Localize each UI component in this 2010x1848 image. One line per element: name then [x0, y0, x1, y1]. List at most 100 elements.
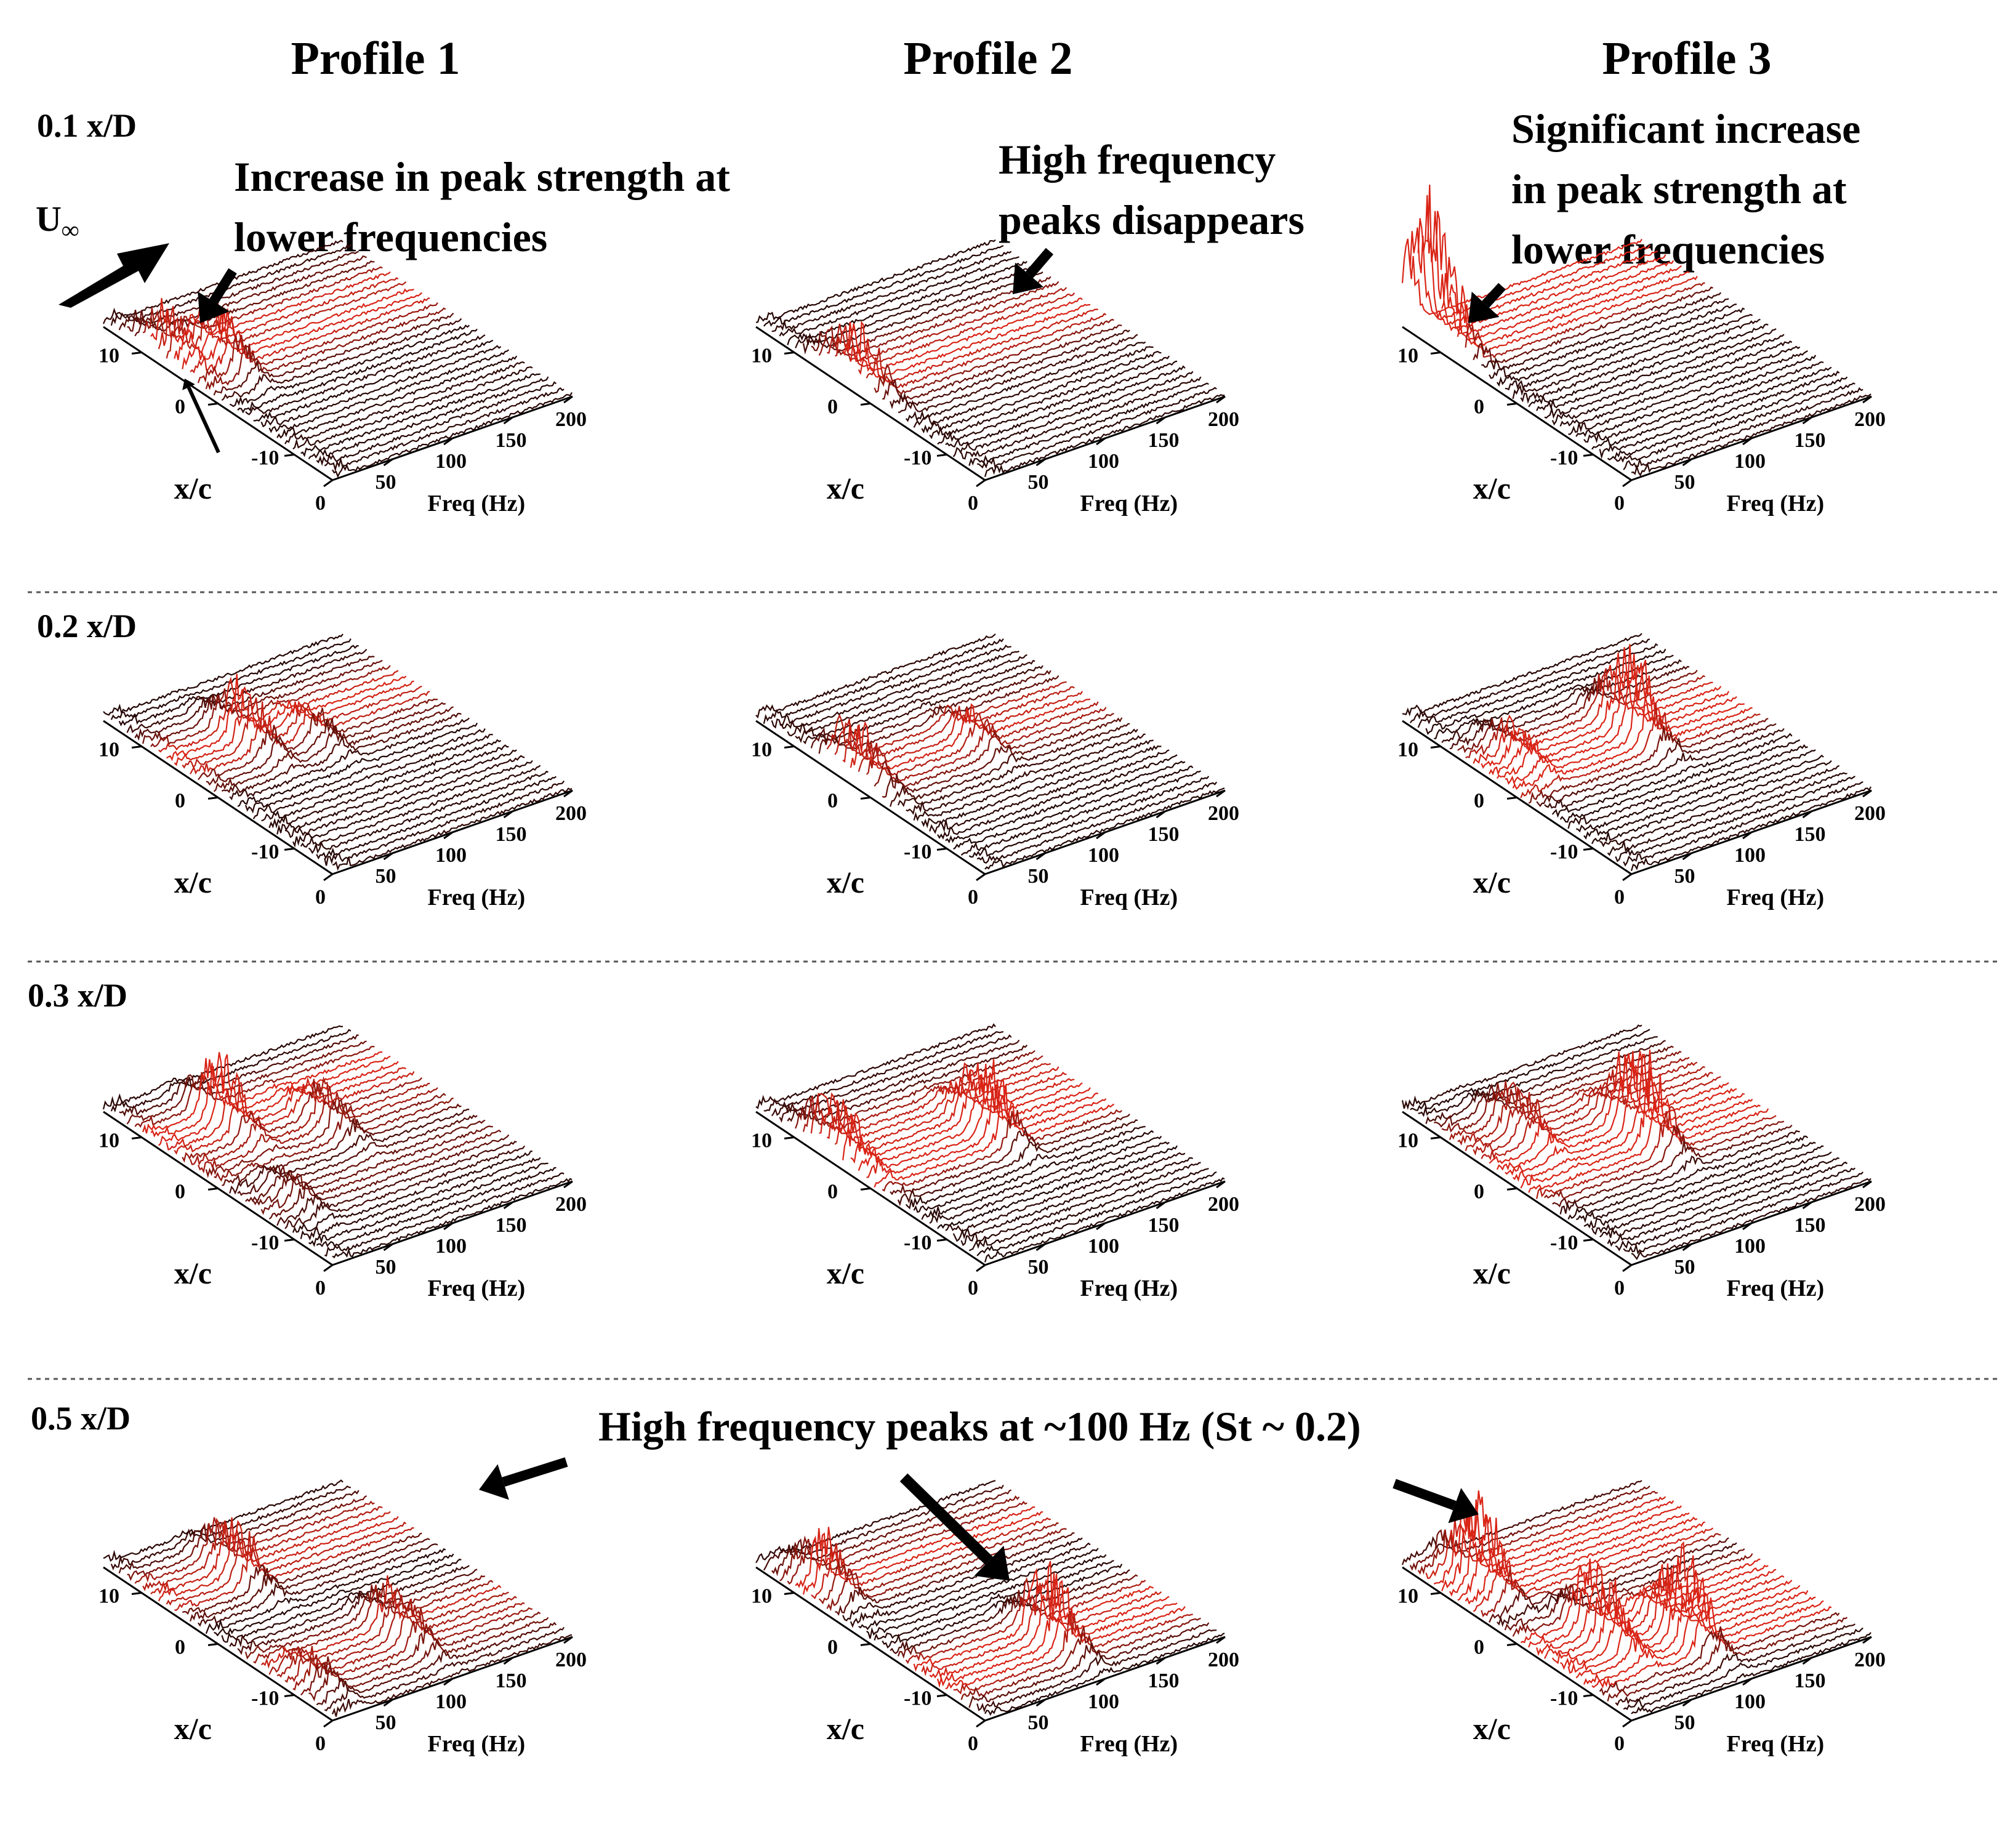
freq-tick	[443, 831, 453, 840]
spectrum-trace	[1449, 1490, 1690, 1597]
spectrum-trace	[1402, 633, 1642, 717]
spectrum-trace	[850, 698, 1091, 770]
annotation-profile3-line2: in peak strength at	[1511, 166, 1847, 212]
spectrum-trace	[858, 1059, 1099, 1171]
spectrum-trace	[237, 1569, 478, 1655]
spectrum-trace	[205, 1548, 446, 1634]
freq-tick	[1622, 1719, 1632, 1728]
spectrum-trace	[1512, 313, 1753, 400]
xc-tick-label: 10	[98, 739, 119, 761]
spectrum-trace	[197, 302, 438, 384]
xc-tick-label: 0	[1474, 396, 1484, 419]
column-title-profile-3: Profile 3	[1602, 33, 1771, 84]
xc-tick	[784, 352, 795, 355]
spectrum-trace	[324, 1172, 565, 1257]
freq-tick	[1035, 1243, 1046, 1251]
xc-tick-label: 0	[827, 396, 838, 419]
spectrum-trace	[190, 1538, 430, 1622]
spectrum-trace	[1536, 723, 1777, 808]
freq-tick	[1682, 852, 1692, 861]
spectrum-trace	[850, 1542, 1091, 1628]
spectrum-trace	[300, 1157, 541, 1241]
xc-tick-label: -10	[904, 1687, 931, 1710]
spectrum-trace	[913, 1567, 1154, 1672]
xc-tick	[207, 1187, 219, 1191]
spectrum-trace	[1575, 355, 1817, 437]
spectrum-trace	[802, 271, 1043, 355]
spectrum-trace	[308, 1617, 549, 1701]
freq-tick-label: 100	[1088, 844, 1119, 867]
spectrum-trace	[1489, 1537, 1729, 1623]
spectrum-trace	[921, 1578, 1162, 1677]
xc-tick-label: 10	[1397, 1130, 1418, 1152]
xc-tick-label: 10	[1397, 1585, 1418, 1608]
spectrum-trace	[221, 712, 462, 793]
xc-axis-label: x/c	[174, 865, 212, 899]
spectrum-trace	[1631, 1178, 1871, 1261]
xc-tick	[784, 1136, 795, 1139]
spectrum-trace	[787, 261, 1027, 345]
freq-axis-label: Freq (Hz)	[428, 1731, 526, 1757]
xc-axis-label: x/c	[827, 1256, 864, 1290]
freq-tick-label: 50	[376, 1256, 396, 1279]
spectrum-trace	[1615, 1623, 1855, 1706]
spectrum-trace	[214, 1553, 454, 1637]
xc-axis-label: x/c	[827, 471, 864, 505]
spectrum-trace	[260, 345, 502, 428]
spectrum-trace	[1575, 749, 1816, 833]
xc-axis-label: x/c	[174, 471, 212, 505]
xc-tick-label: -10	[904, 447, 931, 470]
spectrum-trace	[1631, 1632, 1871, 1714]
freq-axis-label: Freq (Hz)	[428, 491, 526, 516]
spectrum-trace	[316, 1167, 557, 1248]
spectrum-trace	[1496, 303, 1737, 387]
spectrum-trace	[126, 1040, 367, 1125]
spectrum-trace	[1544, 728, 1785, 809]
spectrum-trace	[1409, 1485, 1650, 1571]
xc-axis-label: x/c	[1473, 865, 1511, 899]
spectrum-trace	[937, 360, 1178, 445]
spectrum-trace	[960, 1617, 1201, 1700]
xc-tick-label: 10	[1397, 739, 1418, 761]
freq-axis-label: Freq (Hz)	[1727, 1276, 1825, 1301]
freq-tick-label: 50	[1028, 1711, 1049, 1734]
freq-tick-label: 200	[1208, 408, 1239, 431]
freq-tick-label: 0	[1614, 1277, 1625, 1300]
spectrum-trace	[316, 1621, 557, 1706]
spectrum-trace	[1457, 1061, 1698, 1146]
spectrum-trace	[1425, 1040, 1666, 1124]
spectrum-trace	[166, 1521, 407, 1606]
xc-tick-label: 10	[98, 1585, 119, 1608]
spectrum-trace	[1441, 257, 1682, 341]
spectrum-trace	[803, 665, 1043, 745]
spectrum-trace	[1489, 644, 1730, 776]
freq-tick-label: 0	[1614, 1732, 1625, 1755]
freq-tick-label: 150	[1795, 1214, 1826, 1237]
spectrum-trace	[968, 1168, 1209, 1251]
xc-axis-label: x/c	[1473, 1256, 1511, 1290]
freq-tick	[1156, 1201, 1166, 1210]
annotation-profile1-line1: Increase in peak strength at	[234, 153, 730, 200]
spectrum-trace	[929, 355, 1170, 440]
arrow-p3-icon	[1468, 291, 1500, 323]
xc-tick	[284, 1239, 295, 1242]
spectrum-trace	[890, 1114, 1130, 1195]
row-label-0.2: 0.2 x/D	[37, 608, 137, 645]
freq-tick-label: 50	[1028, 865, 1049, 888]
spectrum-trace	[929, 1561, 1170, 1679]
spectrum-trace	[763, 1030, 1004, 1112]
xc-tick	[860, 1643, 871, 1646]
spectrum-trace	[874, 1559, 1114, 1641]
spectrum-trace	[984, 1633, 1225, 1716]
arrow-bottom-p2-icon	[974, 1545, 1010, 1581]
arrow-bottom-p3-shaft	[1393, 1479, 1457, 1511]
spectrum-trace	[166, 281, 407, 359]
spectrum-trace	[1615, 382, 1855, 463]
xc-tick-label: 10	[751, 345, 772, 368]
spectrum-trace	[245, 334, 486, 416]
